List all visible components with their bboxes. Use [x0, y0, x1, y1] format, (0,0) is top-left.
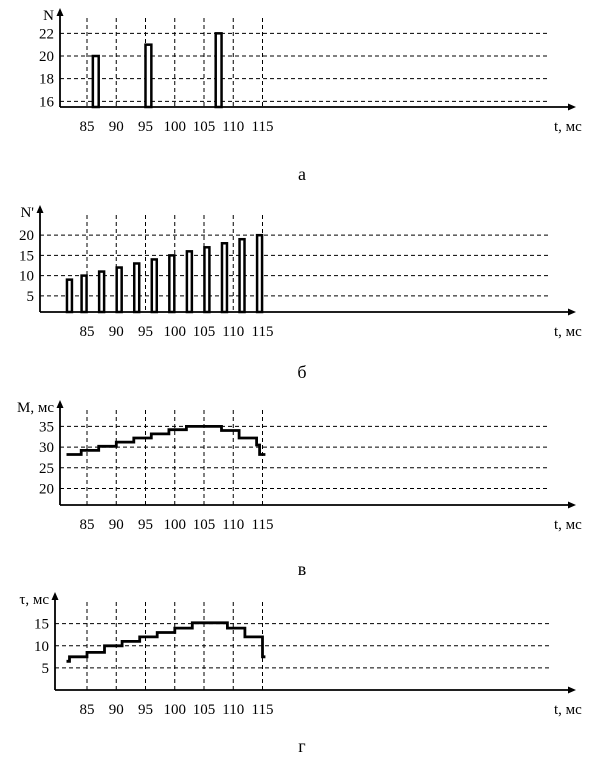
y-axis-arrow: [36, 205, 44, 213]
x-axis-arrow: [568, 686, 576, 694]
y-tick-label: 5: [27, 289, 35, 305]
y-axis-label: N: [43, 8, 54, 24]
x-tick-label: 100: [164, 119, 187, 135]
chart-panel-a: 85 90 95 100 105 110 115 16 18 20 22 Nt, мс а: [39, 8, 582, 184]
y-axis-label: N': [20, 205, 34, 221]
y-tick-label: 30: [39, 440, 54, 456]
chart-panel-g: 85 90 95 100 105 110 115 5 10 15 τ, мс t, мс г: [19, 592, 582, 756]
x-tick-label: 110: [222, 324, 244, 340]
series-line: [66, 425, 266, 456]
bar: [65, 278, 74, 314]
x-tick-label: 100: [164, 324, 187, 340]
x-tick-label: 115: [252, 517, 274, 533]
x-tick-label: 85: [80, 702, 95, 718]
bar: [144, 43, 153, 109]
y-tick-label: 15: [19, 248, 34, 264]
x-tick-label: 90: [109, 324, 124, 340]
y-tick-label: 16: [39, 94, 55, 110]
x-tick-label: 95: [138, 702, 153, 718]
y-tick-label: 10: [19, 269, 34, 285]
bar: [220, 242, 229, 314]
bar: [150, 258, 159, 314]
x-tick-label: 85: [80, 324, 95, 340]
bar: [115, 266, 123, 314]
bar: [255, 233, 264, 314]
bar: [203, 246, 211, 314]
bar: [97, 270, 106, 314]
x-tick-label: 100: [164, 517, 187, 533]
x-tick-label: 90: [109, 517, 124, 533]
x-tick-label: 95: [138, 119, 153, 135]
panel-caption: в: [298, 559, 307, 579]
x-tick-label: 105: [193, 324, 216, 340]
x-tick-label: 95: [138, 324, 153, 340]
y-axis-arrow: [51, 592, 59, 600]
x-tick-label: 85: [80, 517, 95, 533]
bar: [214, 32, 223, 109]
y-axis-label: τ, мс: [19, 592, 49, 608]
y-axis-arrow: [56, 400, 64, 408]
y-tick-label: 22: [39, 26, 54, 42]
x-tick-label: 115: [252, 119, 274, 135]
x-tick-label: 100: [164, 702, 187, 718]
x-axis-label: t, мс: [554, 119, 582, 135]
bar: [132, 262, 141, 314]
x-tick-label: 115: [252, 324, 274, 340]
y-axis-arrow: [56, 8, 64, 16]
y-tick-label: 18: [39, 72, 54, 88]
x-axis-label: t, мс: [554, 517, 582, 533]
x-tick-label: 110: [222, 702, 244, 718]
x-axis-arrow: [568, 308, 576, 316]
y-tick-label: 15: [34, 617, 49, 633]
series-line: [66, 621, 266, 663]
bar: [91, 54, 100, 109]
x-tick-label: 90: [109, 119, 124, 135]
panel-caption: б: [297, 362, 306, 382]
y-tick-label: 5: [42, 661, 50, 677]
x-tick-label: 85: [80, 119, 95, 135]
panel-caption: г: [298, 736, 305, 756]
x-axis-arrow: [568, 501, 576, 509]
bar: [238, 237, 246, 314]
panel-caption: а: [298, 164, 306, 184]
x-tick-label: 115: [252, 702, 274, 718]
y-tick-label: 25: [39, 461, 54, 477]
x-axis-label: t, мс: [554, 324, 582, 340]
y-tick-label: 35: [39, 419, 54, 435]
y-tick-label: 20: [39, 481, 54, 497]
y-tick-label: 20: [19, 228, 34, 244]
x-axis-arrow: [568, 103, 576, 111]
chart-panel-b: 85 90 95 100 105 110 115 5 10 15 20 N' t, мс б: [19, 205, 582, 382]
x-tick-label: 95: [138, 517, 153, 533]
x-tick-label: 90: [109, 702, 124, 718]
x-tick-label: 110: [222, 119, 244, 135]
x-tick-label: 105: [193, 517, 216, 533]
bar: [185, 250, 194, 314]
x-axis-label: t, мс: [554, 702, 582, 718]
bar: [80, 274, 88, 314]
y-axis-label: M, мс: [17, 400, 54, 416]
x-tick-label: 105: [193, 702, 216, 718]
chart-panel-v: 85 90 95 100 105 110 115 20 25 30 35 M, мс t, мс в: [17, 400, 582, 579]
y-tick-label: 20: [39, 49, 54, 65]
y-tick-label: 10: [34, 639, 49, 655]
bar: [168, 254, 176, 314]
x-tick-label: 105: [193, 119, 216, 135]
x-tick-label: 110: [222, 517, 244, 533]
